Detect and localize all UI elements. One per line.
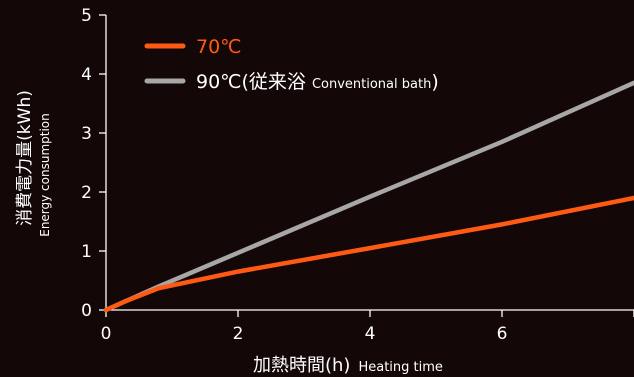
series-lines [103,80,634,313]
x-tick-label: 0 [101,324,112,344]
y-tick-label: 0 [81,301,92,321]
series-line-90 [103,80,634,313]
y-tick-label: 1 [81,242,92,262]
y-tick-label: 5 [81,6,92,26]
x-tick-label: 4 [365,324,376,344]
axes: 01234502468 [81,6,634,344]
legend-label-90: 90℃(従来浴 Conventional bath) [196,71,439,93]
series-line-70 [103,195,634,313]
x-tick-label: 6 [497,324,508,344]
x-tick-label: 2 [233,324,244,344]
legend: 70℃ 90℃(従来浴 Conventional bath) [144,36,439,93]
y-axis-label: 消費電力量(kWh) [15,90,35,226]
y-axis-label-en: Energy consumption [38,113,52,237]
y-tick-label: 4 [81,65,92,85]
x-axis-label: 加熱時間(h) Heating time [253,355,443,376]
legend-label-70: 70℃ [196,36,242,58]
y-tick-label: 3 [81,124,92,144]
y-tick-label: 2 [81,183,92,203]
